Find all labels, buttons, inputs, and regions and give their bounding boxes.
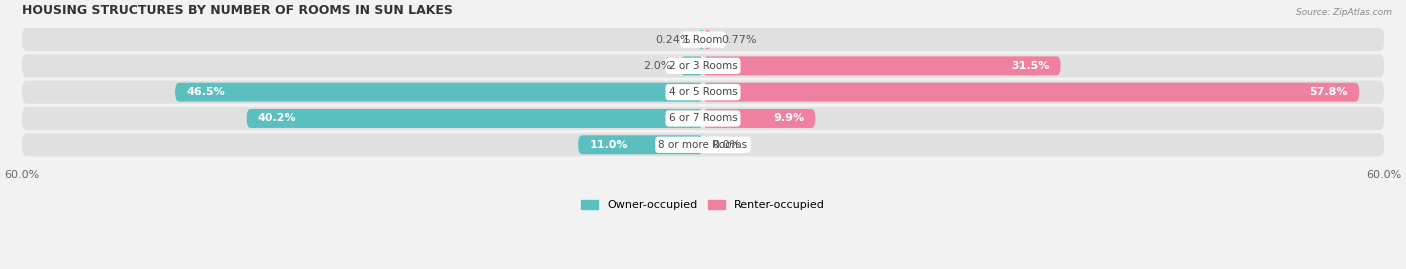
Text: 8 or more Rooms: 8 or more Rooms: [658, 140, 748, 150]
FancyBboxPatch shape: [176, 83, 703, 102]
Legend: Owner-occupied, Renter-occupied: Owner-occupied, Renter-occupied: [576, 196, 830, 215]
Text: 57.8%: 57.8%: [1309, 87, 1348, 97]
FancyBboxPatch shape: [681, 56, 703, 75]
Text: 4 or 5 Rooms: 4 or 5 Rooms: [669, 87, 737, 97]
Text: 46.5%: 46.5%: [187, 87, 225, 97]
FancyBboxPatch shape: [246, 109, 703, 128]
FancyBboxPatch shape: [21, 54, 1385, 77]
FancyBboxPatch shape: [578, 135, 703, 154]
FancyBboxPatch shape: [21, 107, 1385, 130]
Text: 0.77%: 0.77%: [721, 35, 756, 45]
Text: 11.0%: 11.0%: [589, 140, 628, 150]
Text: 2 or 3 Rooms: 2 or 3 Rooms: [669, 61, 737, 71]
Text: 6 or 7 Rooms: 6 or 7 Rooms: [669, 114, 737, 123]
FancyBboxPatch shape: [21, 28, 1385, 51]
Text: HOUSING STRUCTURES BY NUMBER OF ROOMS IN SUN LAKES: HOUSING STRUCTURES BY NUMBER OF ROOMS IN…: [21, 4, 453, 17]
FancyBboxPatch shape: [21, 133, 1385, 156]
Text: 1 Room: 1 Room: [683, 35, 723, 45]
FancyBboxPatch shape: [703, 83, 1360, 102]
FancyBboxPatch shape: [21, 81, 1385, 104]
Text: 40.2%: 40.2%: [257, 114, 297, 123]
FancyBboxPatch shape: [703, 30, 711, 49]
Text: 0.0%: 0.0%: [711, 140, 741, 150]
Text: 0.24%: 0.24%: [655, 35, 692, 45]
FancyBboxPatch shape: [703, 109, 815, 128]
Text: 9.9%: 9.9%: [773, 114, 804, 123]
Text: 2.0%: 2.0%: [643, 61, 671, 71]
Text: Source: ZipAtlas.com: Source: ZipAtlas.com: [1296, 8, 1392, 17]
FancyBboxPatch shape: [699, 30, 704, 49]
FancyBboxPatch shape: [703, 56, 1060, 75]
Text: 31.5%: 31.5%: [1011, 61, 1049, 71]
